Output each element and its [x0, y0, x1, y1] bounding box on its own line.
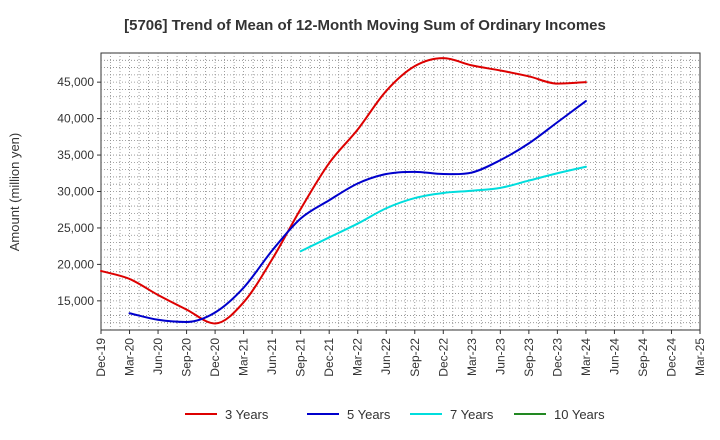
legend-label-3-years: 3 Years — [225, 407, 269, 422]
x-tick-label: Dec-24 — [664, 338, 678, 377]
x-tick-label: Mar-20 — [123, 338, 137, 376]
y-axis-label: Amount (million yen) — [7, 133, 22, 252]
legend: 3 Years 5 Years 7 Years 10 Years — [185, 407, 605, 422]
plot-area — [100, 52, 701, 331]
series-line-3-years — [100, 57, 587, 325]
chart-title: [5706] Trend of Mean of 12-Month Moving … — [124, 17, 606, 34]
y-tick-label: 20,000 — [57, 257, 94, 271]
x-tick-label: Dec-23 — [550, 338, 564, 377]
x-tick-label: Dec-19 — [94, 338, 108, 377]
x-tick-label: Sep-23 — [522, 338, 536, 377]
x-tick-label: Sep-21 — [294, 338, 308, 377]
x-tick-label: Mar-24 — [579, 338, 593, 376]
x-tick-label: Jun-23 — [493, 338, 507, 375]
legend-label-10-years: 10 Years — [554, 407, 605, 422]
x-tick-label: Mar-25 — [693, 338, 707, 376]
series-group — [100, 57, 587, 325]
legend-label-5-years: 5 Years — [347, 407, 391, 422]
plot-frame — [100, 52, 701, 331]
x-tick-label: Mar-23 — [465, 338, 479, 376]
y-tick-label: 25,000 — [57, 221, 94, 235]
x-tick-label: Dec-21 — [322, 338, 336, 377]
x-tick-label: Jun-21 — [265, 338, 279, 375]
x-tick-label: Jun-22 — [379, 338, 393, 375]
series-line-7-years — [299, 165, 587, 253]
legend-label-7-years: 7 Years — [450, 407, 494, 422]
y-tick-label: 15,000 — [57, 294, 94, 308]
series-line-5-years — [128, 100, 587, 323]
x-axis: Dec-19 Mar-20 Jun-20 Sep-20 Dec-20 Mar-21 Jun-… — [94, 330, 707, 377]
y-tick-label: 30,000 — [57, 185, 94, 199]
x-tick-label: Sep-20 — [180, 338, 194, 377]
x-tick-label: Mar-21 — [237, 338, 251, 376]
y-tick-label: 40,000 — [57, 112, 94, 126]
y-tick-label: 35,000 — [57, 148, 94, 162]
y-tick-label: 45,000 — [57, 75, 94, 89]
x-tick-label: Sep-22 — [408, 338, 422, 377]
x-tick-label: Mar-22 — [351, 338, 365, 376]
x-tick-label: Jun-24 — [607, 338, 621, 375]
x-tick-label: Sep-24 — [636, 338, 650, 377]
x-tick-label: Dec-22 — [436, 338, 450, 377]
y-axis: 15,000 20,000 25,000 30,000 35,000 40,000 45,0… — [57, 75, 101, 308]
x-tick-label: Jun-20 — [151, 338, 165, 375]
x-tick-label: Dec-20 — [208, 338, 222, 377]
